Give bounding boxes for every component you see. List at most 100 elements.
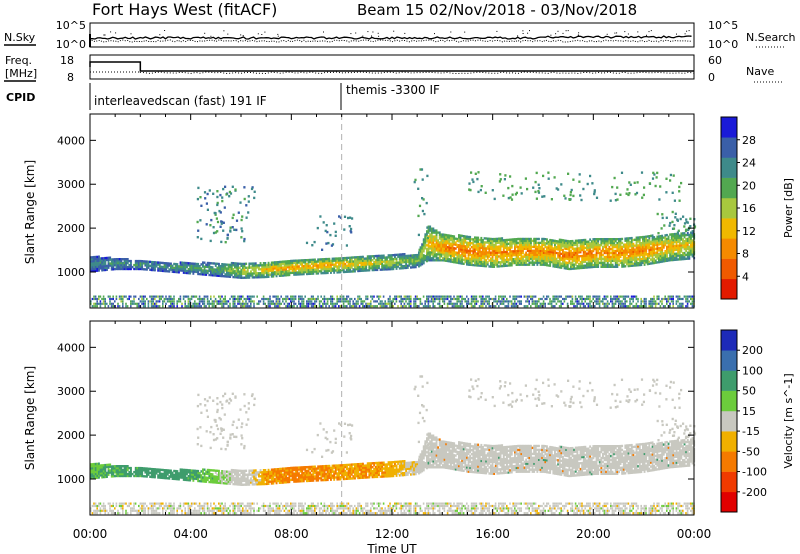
power-cell [392,265,395,269]
power-cell [166,262,169,265]
power-cell [552,265,555,268]
power-cell [630,252,633,256]
power-cell [643,297,646,301]
power-cell [131,265,134,269]
power-cell [614,257,617,261]
power-cell [456,255,459,258]
power-cell [552,305,554,308]
power-cell [181,267,184,270]
power-cell [646,245,649,248]
power-cell [493,263,496,266]
power-cell [403,264,406,268]
power-cell [627,237,630,240]
power-cell [534,251,537,254]
power-cell [416,263,419,267]
power-cell [235,274,238,277]
power-cell [262,273,265,277]
power-cell [397,265,400,268]
power-cell [354,264,356,267]
power-cell [627,249,630,252]
power-cell [333,259,336,262]
power-cell [480,264,483,267]
power-cell [595,249,598,253]
power-cell [598,261,601,265]
power-cell [632,238,635,242]
power-cell [363,300,366,303]
power-cell [90,258,92,261]
power-cell [574,251,577,254]
power-cell [685,295,687,298]
power-cell [174,264,177,268]
power-cell [554,265,556,268]
power-cell [410,262,412,265]
power-cell [466,251,468,254]
power-cell [376,266,379,270]
power-cell [160,297,162,301]
power-cell [99,267,102,270]
power-cell [669,259,672,262]
power-cell [269,269,272,272]
power-cell [218,270,220,274]
power-cell [179,265,182,268]
power-cell [611,297,614,301]
power-cell [243,197,246,201]
power-cell [342,264,345,268]
power-cell [510,252,513,255]
power-cell [194,266,196,269]
power-cell [520,295,522,298]
power-cell [210,302,212,305]
power-cell [218,266,220,270]
power-cell [213,300,215,303]
power-cell [227,263,230,266]
power-cell [302,261,305,264]
power-cell [552,300,554,303]
power-cell [565,263,568,266]
power-cell [683,240,686,243]
power-cell [572,194,575,198]
power-cell [645,247,648,250]
power-cell [555,241,558,245]
power-cell [630,242,633,246]
power-cell [682,242,684,245]
power-cell [389,297,391,301]
power-cell [576,259,579,262]
power-cell [501,243,504,246]
power-cell [322,297,324,301]
power-cell [635,191,639,195]
power-cell [450,236,452,240]
power-cell [142,297,145,301]
power-cell [614,295,617,298]
power-cell [333,222,336,225]
power-cell [146,262,148,265]
power-cell [382,264,385,267]
power-cell [690,249,692,252]
power-cell [590,263,593,267]
power-cell [539,251,542,254]
power-cell [459,256,462,259]
power-cell [411,256,414,259]
power-cell [475,252,478,255]
power-cell [659,300,662,303]
power-cell [602,241,604,245]
power-cell [376,268,379,272]
power-cell [122,300,124,303]
power-cell [446,253,449,257]
power-cell [158,267,161,270]
power-cell [511,184,514,188]
power-cell [520,249,523,252]
power-cell [237,302,239,305]
power-cell [115,258,118,261]
power-cell [549,264,552,267]
power-cell [606,253,609,257]
power-cell [437,251,440,254]
power-cell [624,259,627,262]
power-cell [496,302,498,305]
power-cell [330,295,332,298]
power-cell [138,261,140,265]
power-cell [330,300,332,303]
power-cell [386,260,388,263]
power-cell [483,258,486,262]
power-cell [605,243,608,247]
power-cell [312,268,315,271]
power-cell [462,242,465,246]
